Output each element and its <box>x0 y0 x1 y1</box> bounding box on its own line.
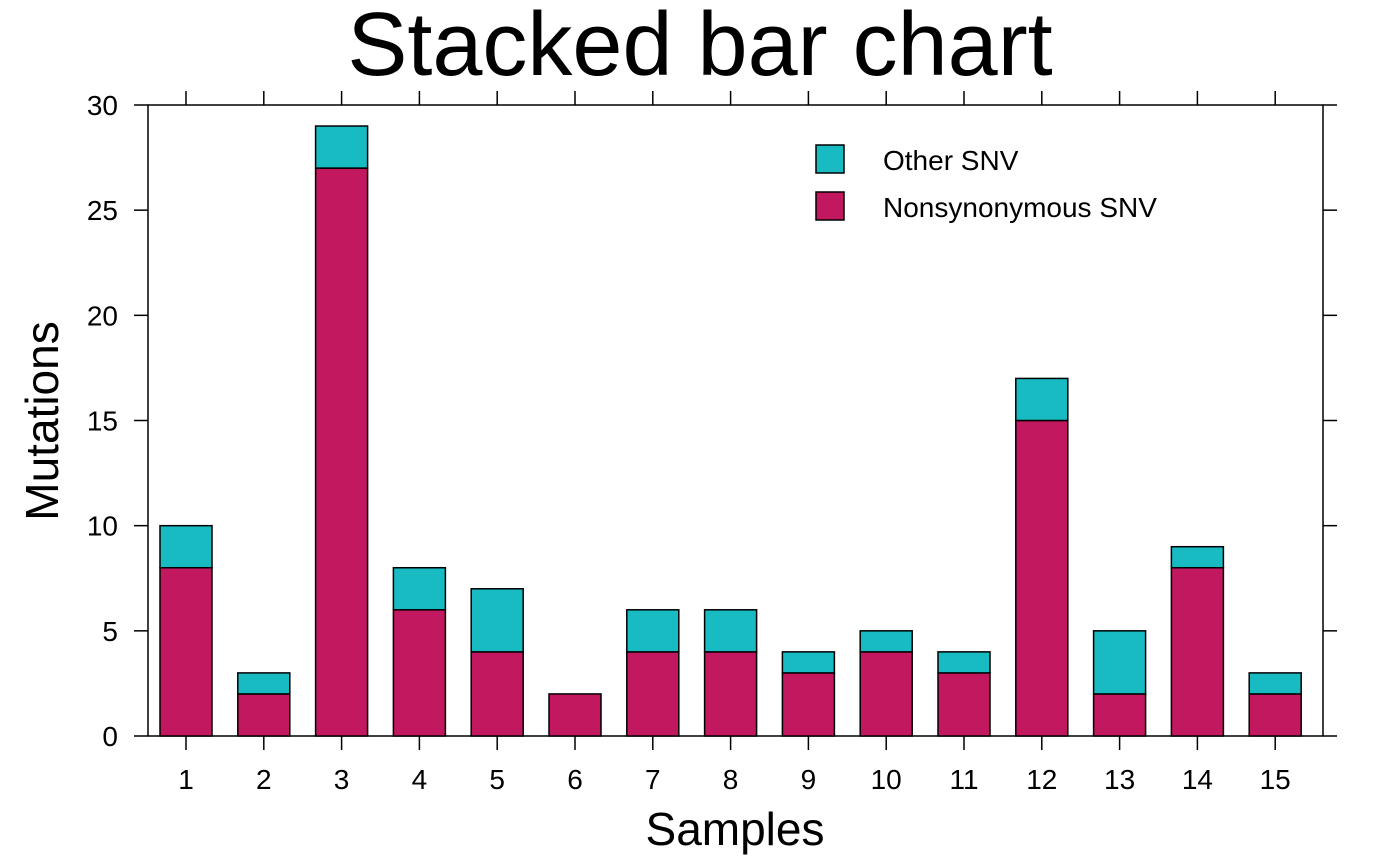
bar-segment-other-snv <box>937 651 991 674</box>
bar-segment-nonsynonymous-snv <box>237 693 291 737</box>
x-tick-label: 3 <box>334 764 350 795</box>
bar-segment-nonsynonymous-snv <box>1170 566 1225 737</box>
bar-segment-nonsynonymous-snv <box>159 566 213 737</box>
bar-segment-other-snv <box>314 125 369 169</box>
bar-segment-nonsynonymous-snv <box>392 609 447 737</box>
x-tick-label: 4 <box>412 764 428 795</box>
bar-segment-other-snv <box>159 524 213 569</box>
bar-segment-other-snv <box>781 651 836 674</box>
y-axis-title: Mutations <box>16 321 68 520</box>
bar-segment-other-snv <box>1015 377 1069 422</box>
bar-segment-nonsynonymous-snv <box>1248 693 1302 737</box>
x-tick-label: 13 <box>1104 764 1135 795</box>
bar-segment-nonsynonymous-snv <box>548 693 602 737</box>
bar-segment-nonsynonymous-snv <box>314 167 369 737</box>
x-axis: 1 2 3 4 5 6 7 8 9 10 11 12 13 14 15 <box>178 91 1291 795</box>
bar-segment-nonsynonymous-snv <box>703 651 758 737</box>
bar-segment-other-snv <box>1170 545 1225 569</box>
legend-swatch-other-snv <box>815 144 845 174</box>
bar-segment-other-snv <box>470 588 524 653</box>
y-axis: 0 5 10 15 20 25 30 <box>87 90 1337 752</box>
x-tick-label: 12 <box>1026 764 1057 795</box>
legend-label-other-snv: Other SNV <box>883 145 1019 176</box>
x-tick-label: 1 <box>178 764 194 795</box>
bar-segment-nonsynonymous-snv <box>859 651 913 737</box>
x-tick-label: 11 <box>949 764 978 795</box>
x-tick-label: 14 <box>1182 764 1213 795</box>
x-axis-title: Samples <box>646 803 825 855</box>
bar-segment-other-snv <box>703 609 758 653</box>
bar-segment-other-snv <box>626 609 680 653</box>
bars-group <box>159 125 1302 737</box>
bar-segment-other-snv <box>1248 672 1302 695</box>
y-tick-label: 0 <box>102 721 118 752</box>
legend: Other SNV Nonsynonymous SNV <box>815 144 1157 223</box>
bar-segment-other-snv <box>392 566 447 611</box>
x-tick-label: 2 <box>256 764 272 795</box>
y-tick-label: 30 <box>87 90 118 121</box>
bar-segment-nonsynonymous-snv <box>470 651 524 737</box>
y-tick-label: 5 <box>102 616 118 647</box>
bar-segment-other-snv <box>1092 630 1147 695</box>
x-tick-label: 10 <box>871 764 902 795</box>
bar-segment-nonsynonymous-snv <box>1092 693 1147 737</box>
x-tick-label: 15 <box>1260 764 1291 795</box>
x-tick-label: 5 <box>489 764 505 795</box>
bar-segment-nonsynonymous-snv <box>937 672 991 737</box>
y-tick-label: 25 <box>87 195 118 226</box>
legend-label-nonsynonymous-snv: Nonsynonymous SNV <box>883 192 1157 223</box>
chart-title: Stacked bar chart <box>347 0 1052 95</box>
y-tick-label: 15 <box>87 406 118 437</box>
y-tick-label: 10 <box>87 511 118 542</box>
bar-segment-nonsynonymous-snv <box>1015 419 1069 737</box>
y-tick-label: 20 <box>87 300 118 331</box>
bar-segment-nonsynonymous-snv <box>626 651 680 737</box>
legend-swatch-nonsynonymous-snv <box>815 191 845 221</box>
x-tick-label: 6 <box>567 764 583 795</box>
x-tick-label: 8 <box>723 764 739 795</box>
x-tick-label: 9 <box>801 764 817 795</box>
bar-segment-other-snv <box>859 630 913 653</box>
bar-segment-other-snv <box>237 672 291 695</box>
x-tick-label: 7 <box>645 764 661 795</box>
bar-segment-nonsynonymous-snv <box>781 672 836 737</box>
